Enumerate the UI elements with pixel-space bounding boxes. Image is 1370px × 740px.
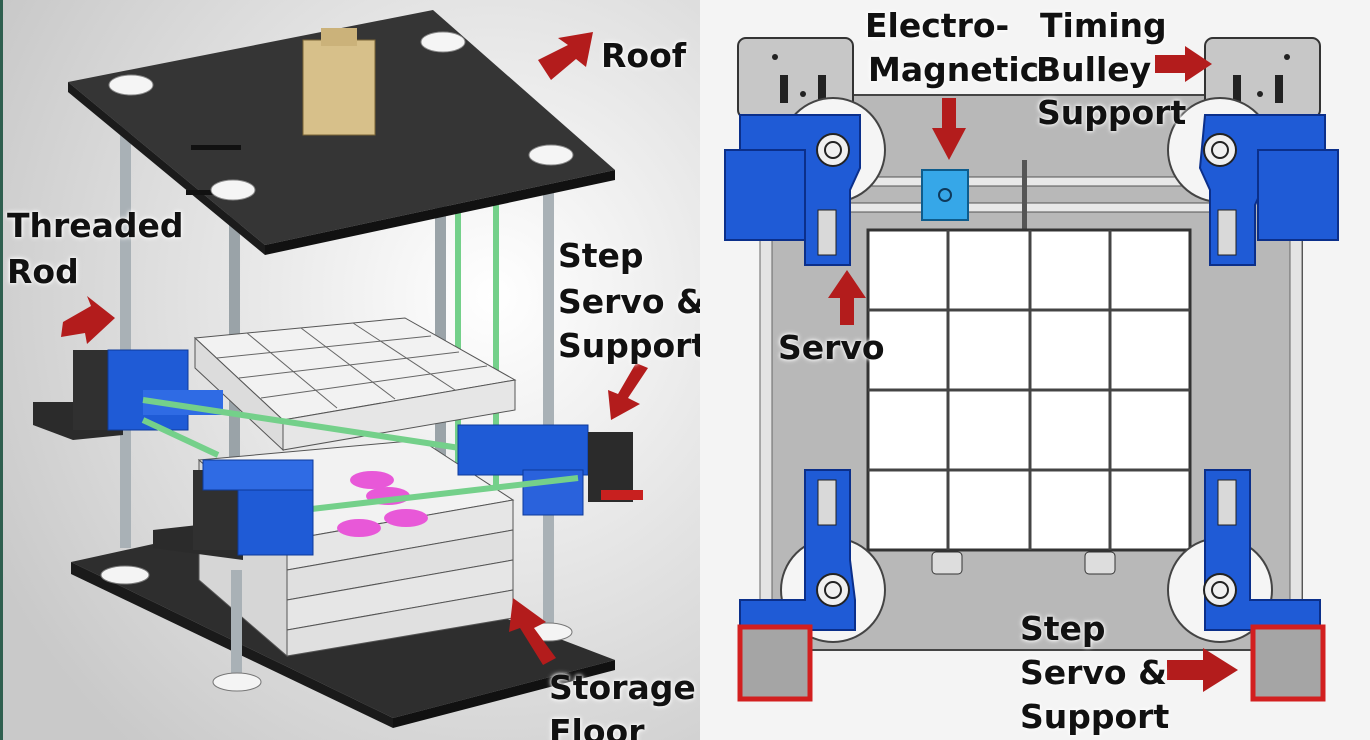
support-top-label: Support (1037, 93, 1187, 132)
storage-grid (866, 228, 1192, 575)
electromagnet-arrow (932, 98, 966, 160)
threaded-rod-arrow (61, 296, 115, 344)
rod-label: Rod (7, 252, 79, 291)
bulley-label: Bulley (1036, 50, 1152, 89)
magnetic-label: Magnetic (868, 50, 1040, 89)
step-servo-blocks (737, 624, 1326, 702)
step-right-label: Step (1020, 609, 1106, 648)
storage-label: Storage (549, 668, 696, 707)
threaded-rod-front-left (120, 98, 131, 548)
servo-carriage-lower (153, 459, 314, 560)
roof-label: Roof (601, 36, 687, 75)
stepper-motor (302, 39, 376, 136)
threaded-label: Threaded (7, 206, 184, 245)
support-bottom-label: Support (1020, 697, 1170, 736)
electromagnet (921, 169, 969, 221)
storage-floor-arrow (509, 598, 556, 665)
step-label: Step (558, 236, 644, 275)
timing-pulley-arrow (1155, 46, 1212, 82)
servo-carriage-right (302, 424, 643, 516)
servo-and-label: Servo & (1020, 653, 1167, 692)
servo-label: Servo & (558, 282, 700, 321)
step-servo-arrow-right (1167, 648, 1238, 692)
floor-label: Floor (549, 712, 645, 740)
isometric-view-panel: Roof Threaded Rod Step Servo & Support S… (0, 0, 700, 740)
threaded-rod-front-right (543, 185, 554, 630)
servo-arrow (828, 270, 866, 325)
roof-arrow (538, 32, 593, 80)
step-servo-arrow-left (608, 363, 648, 420)
isometric-drawing (3, 0, 700, 740)
top-view-panel: Electro- Magnetic Timing Bulley Support … (700, 0, 1370, 740)
electro-label: Electro- (865, 6, 1010, 45)
timing-label: Timing (1040, 6, 1167, 45)
servo-carriage-upper (33, 349, 474, 458)
support-label: Support (558, 326, 700, 365)
top-view-drawing (700, 0, 1370, 740)
servo-right-label: Servo (778, 328, 885, 367)
